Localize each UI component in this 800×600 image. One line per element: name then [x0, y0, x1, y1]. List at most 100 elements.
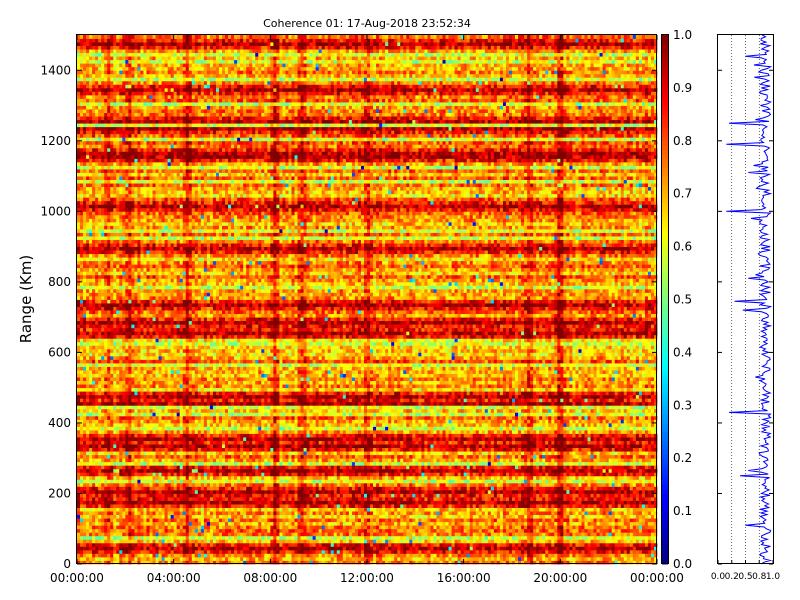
- heatmap-cell: [152, 549, 156, 554]
- heatmap-cell: [433, 504, 437, 508]
- heatmap-cell: [137, 500, 141, 505]
- heatmap-cell: [321, 479, 326, 484]
- heatmap-cell: [98, 560, 102, 565]
- heatmap-cell: [170, 539, 175, 544]
- heatmap-cell: [533, 482, 537, 487]
- heatmap-cell: [515, 539, 519, 544]
- heatmap-cell: [119, 472, 123, 477]
- heatmap-cell: [442, 556, 446, 561]
- heatmap-cell: [261, 514, 265, 519]
- heatmap-cell: [650, 560, 655, 565]
- heatmap-cell: [518, 489, 522, 494]
- heatmap-cell: [191, 542, 196, 547]
- heatmap-cell: [128, 518, 132, 523]
- heatmap-cell: [632, 560, 637, 565]
- heatmap-cell: [209, 493, 214, 498]
- heatmap-cell: [342, 507, 347, 512]
- heatmap-cell: [188, 542, 193, 547]
- heatmap-cell: [360, 500, 365, 505]
- heatmap-cell: [321, 518, 326, 523]
- heatmap-cell: [231, 546, 235, 551]
- heatmap-cell: [376, 532, 380, 537]
- heatmap-cell: [170, 556, 175, 561]
- heatmap-cell: [252, 479, 256, 484]
- heatmap-cell: [623, 542, 628, 547]
- heatmap-cell: [475, 493, 480, 498]
- heatmap-cell: [596, 514, 600, 519]
- heatmap-cell: [77, 553, 81, 558]
- heatmap-cell: [403, 496, 407, 501]
- heatmap-cell: [158, 535, 162, 540]
- heatmap-cell: [212, 511, 217, 516]
- heatmap-cell: [279, 521, 283, 526]
- heatmap-cell: [533, 514, 537, 519]
- heatmap-cell: [77, 542, 81, 547]
- heatmap-cell: [212, 475, 217, 480]
- heatmap-cell: [551, 535, 555, 540]
- heatmap-cell: [391, 511, 395, 516]
- heatmap-cell: [348, 472, 353, 477]
- heatmap-cell: [367, 549, 371, 554]
- heatmap-cell: [161, 518, 165, 523]
- heatmap-cell: [98, 556, 102, 561]
- heatmap-cell: [427, 504, 431, 508]
- heatmap-cell: [641, 496, 646, 501]
- heatmap-cell: [466, 514, 471, 519]
- heatmap-cell: [512, 518, 516, 523]
- heatmap-cell: [448, 546, 452, 551]
- heatmap-cell: [237, 560, 241, 565]
- heatmap-cell: [611, 479, 616, 484]
- heatmap-cell: [587, 535, 591, 540]
- heatmap-cell: [638, 489, 643, 494]
- heatmap-cell: [143, 504, 147, 508]
- heatmap-cell: [339, 518, 344, 523]
- heatmap-cell: [424, 496, 428, 501]
- heatmap-cell: [521, 486, 525, 491]
- heatmap-cell: [119, 496, 123, 501]
- heatmap-cell: [512, 535, 516, 540]
- heatmap-cell: [240, 539, 244, 544]
- heatmap-cell: [134, 556, 138, 561]
- heatmap-cell: [581, 528, 585, 533]
- heatmap-cell: [575, 511, 579, 516]
- heatmap-cell: [602, 489, 607, 494]
- heatmap-cell: [409, 514, 413, 519]
- heatmap-cell: [451, 521, 455, 526]
- heatmap-cell: [155, 549, 159, 554]
- heatmap-cell: [218, 511, 223, 516]
- heatmap-cell: [430, 507, 434, 512]
- heatmap-cell: [563, 493, 567, 498]
- heatmap-cell: [430, 472, 434, 477]
- heatmap-cell: [421, 521, 425, 526]
- heatmap-cell: [83, 500, 87, 505]
- heatmap-cell: [587, 556, 591, 561]
- heatmap-cell: [264, 532, 268, 537]
- heatmap-cell: [107, 549, 111, 554]
- heatmap-cell: [439, 556, 443, 561]
- heatmap-cell: [629, 511, 634, 516]
- heatmap-cell: [611, 535, 616, 540]
- heatmap-cell: [515, 525, 519, 530]
- heatmap-cell: [116, 549, 120, 554]
- heatmap-cell: [515, 482, 519, 487]
- heatmap-cell: [469, 489, 474, 494]
- heatmap-cell: [158, 532, 162, 537]
- heatmap-cell: [638, 528, 643, 533]
- heatmap-cell: [382, 500, 386, 505]
- heatmap-cell: [203, 542, 208, 547]
- heatmap-cell: [581, 521, 585, 526]
- heatmap-cell: [548, 518, 552, 523]
- heatmap-cell: [557, 507, 561, 512]
- heatmap-cell: [273, 472, 277, 477]
- heatmap-cell: [116, 518, 120, 523]
- heatmap-cell: [89, 472, 93, 477]
- heatmap-cell: [409, 500, 413, 505]
- heatmap-cell: [370, 542, 374, 547]
- heatmap-cell: [116, 482, 120, 487]
- heatmap-cell: [614, 525, 619, 530]
- heatmap-cell: [285, 496, 289, 501]
- heatmap-cell: [200, 560, 205, 565]
- heatmap-cell: [478, 542, 483, 547]
- heatmap-cell: [451, 486, 455, 491]
- heatmap-cell: [110, 518, 114, 523]
